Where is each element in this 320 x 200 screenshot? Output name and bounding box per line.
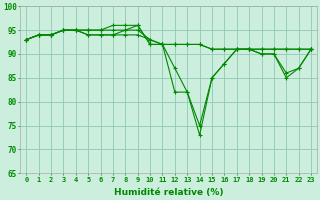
X-axis label: Humidité relative (%): Humidité relative (%) [114, 188, 223, 197]
